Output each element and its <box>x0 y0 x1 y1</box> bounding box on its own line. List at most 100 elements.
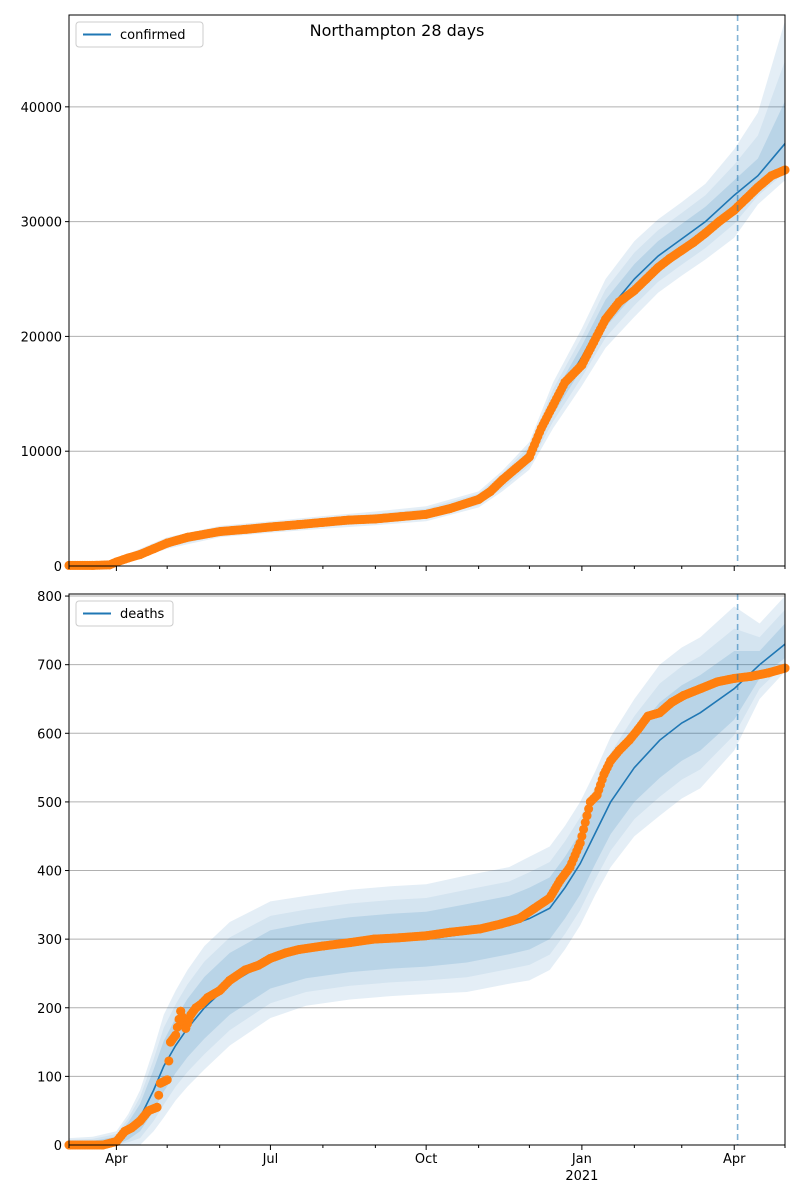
observed-point <box>203 992 213 1002</box>
observed-point <box>555 876 565 886</box>
observed-point <box>254 960 264 970</box>
observed-point <box>524 452 534 462</box>
observed-point <box>181 1023 191 1033</box>
observed-point <box>729 205 739 215</box>
x-tick-year-label: 2021 <box>565 1169 598 1184</box>
observed-point <box>196 999 206 1009</box>
observed-point <box>186 1010 196 1020</box>
observed-point <box>536 423 546 433</box>
observed-point <box>753 182 763 192</box>
observed-point <box>155 1078 165 1088</box>
y-tick-label: 10000 <box>21 445 62 460</box>
observed-point <box>511 463 521 473</box>
chart-title: Northampton 28 days <box>310 21 485 40</box>
observed-point <box>714 217 724 227</box>
observed-dot <box>154 1090 164 1100</box>
observed-point <box>763 668 773 678</box>
band-95 <box>69 20 785 567</box>
observed-point <box>281 948 291 958</box>
x-tick-label: Jan <box>571 1152 592 1167</box>
band-75 <box>69 60 785 567</box>
observed-point <box>215 986 225 996</box>
observed-point <box>370 514 380 524</box>
observed-point <box>225 975 235 985</box>
x-tick-label: Oct <box>415 1152 437 1167</box>
observed-point <box>111 1137 121 1147</box>
observed-point <box>120 1126 130 1136</box>
observed-point <box>729 673 739 683</box>
observed-point <box>176 1006 186 1016</box>
observed-point <box>345 938 355 948</box>
observed-point <box>394 933 404 943</box>
observed-point <box>497 475 507 485</box>
observed-point <box>240 965 250 975</box>
x-tick-label: Jul <box>262 1152 279 1167</box>
confirmed-panel: 0 10000 20000 30000 40000 confirmed <box>21 14 790 575</box>
observed-point <box>633 725 643 735</box>
observed-dot <box>577 831 587 841</box>
observed-point <box>529 903 539 913</box>
observed-point <box>695 684 705 694</box>
y-tick-label: 300 <box>37 933 62 948</box>
observed-point <box>575 838 585 848</box>
observed-point <box>265 953 275 963</box>
observed-dot <box>584 804 594 814</box>
axes-frame <box>68 14 786 567</box>
observed-point <box>667 697 677 707</box>
observed-point <box>123 553 133 563</box>
observed-point <box>577 360 587 370</box>
y-tick-label: 600 <box>37 727 62 742</box>
observed-point <box>421 931 431 941</box>
band-50 <box>69 101 785 566</box>
x-tick-label: Apr <box>723 1152 746 1167</box>
observed-point <box>629 286 639 295</box>
observed-point <box>369 934 379 944</box>
observed-point <box>421 509 431 519</box>
x-tick-label: Apr <box>105 1152 128 1167</box>
observed-point <box>585 797 595 807</box>
y-tick-label: 200 <box>37 1002 62 1017</box>
observed-point <box>265 522 275 532</box>
observed-point <box>700 228 710 238</box>
observed-point <box>242 524 252 534</box>
observed-point <box>689 237 699 247</box>
observed-point <box>144 1106 154 1116</box>
observed-point <box>582 811 592 821</box>
observed-point <box>766 171 776 181</box>
observed-point <box>565 862 575 872</box>
observed-point <box>643 711 653 721</box>
observed-point <box>548 400 558 410</box>
observed-point <box>496 919 506 929</box>
observed-point <box>105 560 115 570</box>
band-50 <box>69 623 785 1145</box>
legend-label: confirmed <box>120 28 186 43</box>
observed-point <box>396 512 406 522</box>
band-95 <box>69 596 785 1145</box>
observed-point <box>485 486 495 496</box>
observed-point <box>592 790 602 800</box>
y-tick-label: 0 <box>54 560 62 575</box>
observed-point <box>445 927 455 937</box>
observed-point <box>545 893 555 903</box>
observed-point <box>741 194 751 204</box>
observed-point <box>343 515 353 525</box>
observed-point <box>614 297 624 307</box>
observed-point <box>294 944 304 954</box>
axes-frame <box>68 593 786 1146</box>
observed-point <box>560 377 570 387</box>
y-tick-label: 500 <box>37 796 62 811</box>
observed-point <box>599 769 609 779</box>
observed-point <box>474 494 484 504</box>
legend-label: deaths <box>120 607 165 622</box>
observed-point <box>182 532 192 542</box>
y-tick-label: 100 <box>37 1070 62 1085</box>
observed-point <box>653 263 663 273</box>
legend-box <box>75 600 174 627</box>
y-tick-label: 800 <box>37 590 62 605</box>
y-tick-label: 20000 <box>21 330 62 345</box>
observed-dot <box>164 1056 174 1066</box>
observed-point <box>166 1037 176 1047</box>
observed-point <box>514 914 524 924</box>
observed-point <box>127 1123 137 1133</box>
